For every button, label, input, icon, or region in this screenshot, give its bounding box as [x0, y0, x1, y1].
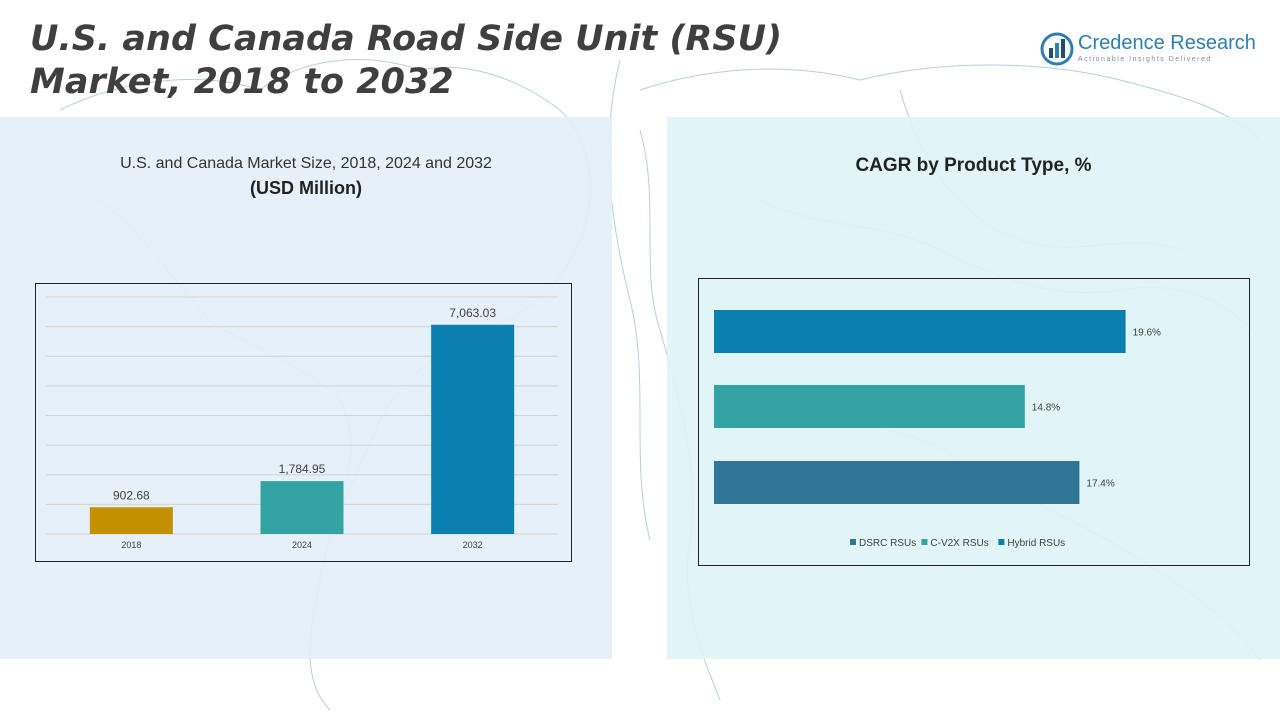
logo-tagline: Actionable Insights Delivered [1078, 56, 1212, 63]
legend-label-dsrc-rsus: DSRC RSUs [859, 538, 916, 549]
market-size-unit-label: (USD Million) [250, 178, 362, 198]
bar-hybrid-rsus [714, 310, 1126, 353]
data-label-2024: 1,784.95 [279, 462, 326, 476]
data-label-c-v2x-rsus: 14.8% [1032, 403, 1060, 414]
bar-chart-logo-icon [1040, 32, 1074, 66]
bar-2024 [260, 481, 344, 534]
legend-swatch-hybrid-rsus [998, 539, 1005, 545]
bar-dsrc-rsus [714, 461, 1080, 504]
bar-c-v2x-rsus [714, 385, 1025, 428]
logo-name: Credence Research [1078, 32, 1256, 54]
legend-label-c-v2x-rsus: C-V2X RSUs [930, 538, 988, 549]
cagr-horizontal-bar-chart: 17.4% 14.8% 19.6% DSRC RSUs C-V2X RSUs Hybrid… [698, 278, 1250, 566]
cagr-chart-title: CAGR by Product Type, % [855, 155, 1092, 176]
market-size-bar-chart: 902.68 2018 1,784.95 2024 7,063.03 2032 [35, 283, 572, 562]
data-label-2018: 902.68 [113, 488, 150, 502]
market-size-chart-title: U.S. and Canada Market Size, 2018, 2024 … [120, 155, 492, 172]
data-label-dsrc-rsus: 17.4% [1086, 479, 1114, 490]
legend-label-hybrid-rsus: Hybrid RSUs [1007, 538, 1065, 549]
page-title: U.S. and Canada Road Side Unit (RSU) Mar… [30, 19, 782, 102]
x-tick-label-2024: 2024 [292, 540, 312, 550]
x-tick-label-2018: 2018 [121, 540, 141, 550]
cagr-bar-svg: 17.4% 14.8% 19.6% DSRC RSUs C-V2X RSUs Hybrid… [714, 310, 1161, 549]
credence-research-logo[interactable]: Credence Research Actionable Insights De… [1040, 30, 1260, 70]
market-size-bar-svg: 902.68 2018 1,784.95 2024 7,063.03 2032 [46, 296, 558, 550]
data-label-2032: 7,063.03 [449, 306, 496, 320]
data-label-hybrid-rsus: 19.6% [1133, 328, 1161, 339]
bar-2032 [431, 324, 515, 534]
x-tick-label-2032: 2032 [463, 540, 483, 550]
legend-swatch-c-v2x-rsus [921, 539, 928, 545]
bar-2018 [89, 507, 173, 534]
legend-swatch-dsrc-rsus [850, 539, 856, 545]
